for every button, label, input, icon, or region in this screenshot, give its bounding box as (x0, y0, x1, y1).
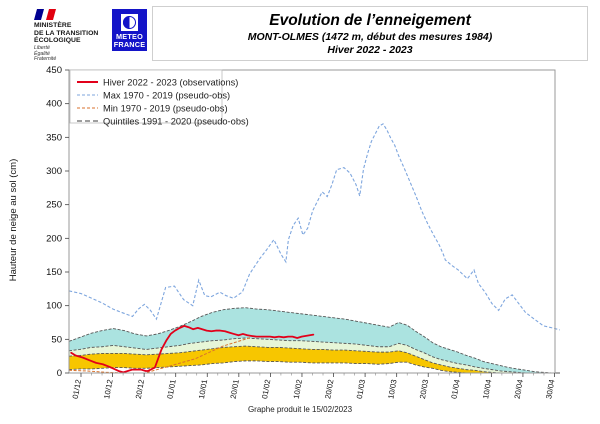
svg-text:250: 250 (46, 200, 62, 211)
svg-text:30/04: 30/04 (544, 378, 556, 399)
svg-text:20/02: 20/02 (323, 379, 335, 400)
svg-text:Hiver 2022 - 2023 (observation: Hiver 2022 - 2023 (observations) (103, 77, 238, 87)
svg-text:10/01: 10/01 (197, 379, 209, 400)
svg-text:450: 450 (46, 65, 62, 76)
svg-text:10/04: 10/04 (481, 378, 493, 399)
svg-text:01/02: 01/02 (260, 379, 272, 400)
svg-text:Min 1970 - 2019 (pseudo-obs): Min 1970 - 2019 (pseudo-obs) (103, 103, 228, 113)
svg-text:50: 50 (51, 334, 62, 345)
svg-text:400: 400 (46, 99, 62, 110)
svg-text:Graphe produit le 15/02/2023: Graphe produit le 15/02/2023 (248, 405, 353, 414)
svg-text:20/12: 20/12 (134, 379, 146, 400)
svg-text:350: 350 (46, 132, 62, 143)
svg-text:10/12: 10/12 (102, 379, 114, 400)
svg-text:10/02: 10/02 (292, 379, 304, 400)
svg-text:0: 0 (57, 368, 62, 379)
svg-text:Max 1970 - 2019 (pseudo-obs): Max 1970 - 2019 (pseudo-obs) (103, 90, 230, 100)
svg-text:200: 200 (46, 233, 62, 244)
svg-text:150: 150 (46, 267, 62, 278)
svg-text:20/01: 20/01 (229, 379, 241, 400)
svg-text:01/12: 01/12 (71, 379, 83, 400)
svg-text:20/04: 20/04 (513, 378, 525, 399)
svg-text:01/03: 01/03 (355, 379, 367, 400)
svg-text:100: 100 (46, 301, 62, 312)
svg-text:300: 300 (46, 166, 62, 177)
svg-text:20/03: 20/03 (418, 379, 430, 400)
svg-text:10/03: 10/03 (386, 379, 398, 400)
svg-text:01/04: 01/04 (450, 378, 462, 399)
svg-text:Quintiles 1991 - 2020 (pseudo-: Quintiles 1991 - 2020 (pseudo-obs) (103, 116, 249, 126)
svg-text:01/01: 01/01 (165, 379, 177, 400)
